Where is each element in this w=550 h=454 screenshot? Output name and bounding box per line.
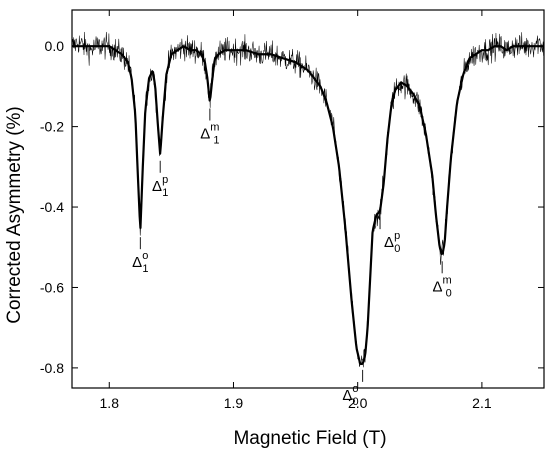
x-tick-label-3: 2.1	[472, 395, 492, 411]
plot-frame	[71, 9, 545, 389]
annotation-d1p: Δp 1	[152, 174, 168, 199]
annotations-layer: Δo 1 Δp 1 Δm 1 Δo 0 Δp 0 Δm 0	[132, 108, 452, 408]
y-tick-label-4: -0.8	[40, 360, 64, 376]
x-tick-label-2: 2.0	[348, 395, 368, 411]
x-axis-title: Magnetic Field (T)	[233, 428, 386, 449]
annotation-d1m: Δm 1	[200, 121, 219, 146]
axis-ticks: 1.8 1.9 2.0 2.1 0.0 -0.2 -0.4 -0.6 -0.8	[40, 10, 544, 411]
y-tick-label-3: -0.6	[40, 279, 64, 295]
x-tick-label-0: 1.8	[100, 395, 120, 411]
y-tick-label-1: -0.2	[40, 119, 64, 135]
annotation-d0m: Δm 0	[432, 274, 451, 299]
series-data-line	[71, 31, 545, 368]
y-tick-label-2: -0.4	[40, 199, 64, 215]
series-layer	[71, 31, 545, 368]
annotation-d0p: Δp 0	[384, 230, 400, 255]
y-tick-label-0: 0.0	[45, 38, 65, 54]
y-axis-title-group: Corrected Asymmetry (%)	[4, 106, 25, 323]
y-axis-title: Corrected Asymmetry (%)	[4, 106, 25, 323]
x-tick-label-1: 1.9	[224, 395, 244, 411]
annotation-d0o: Δo 0	[342, 383, 358, 408]
series-fit-line	[71, 45, 545, 365]
annotation-d1o: Δo 1	[132, 250, 148, 275]
